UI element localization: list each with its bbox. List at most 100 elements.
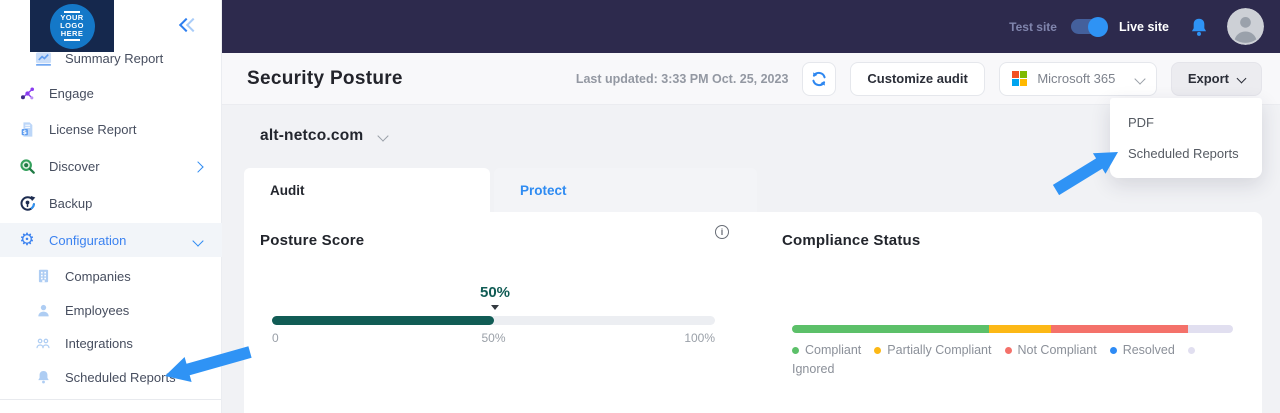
compliance-stacked-bar xyxy=(792,325,1233,333)
company-logo: YOUR LOGO HERE xyxy=(30,0,114,52)
restore-arrow-icon xyxy=(18,194,36,212)
microsoft-logo xyxy=(1011,70,1028,87)
compliance-legend: Compliant Partially Compliant Not Compli… xyxy=(792,343,1244,376)
legend-label: Partially Compliant xyxy=(887,343,992,357)
tick-100: 100% xyxy=(684,331,716,345)
sidebar-collapse-icon[interactable] xyxy=(178,17,201,35)
audit-content-card: Posture Score i 50% 0 50% 100% Complianc… xyxy=(244,212,1262,413)
top-bar: Test site Live site xyxy=(222,0,1280,53)
sidebar-item-integrations[interactable]: Integrations xyxy=(0,326,222,360)
legend-dot-not-compliant xyxy=(1004,346,1012,354)
sidebar-item-configuration[interactable]: ⚙ Configuration xyxy=(0,223,222,257)
info-icon[interactable]: i xyxy=(715,225,729,239)
chevron-down-icon xyxy=(377,130,390,142)
sidebar-item-label: Backup xyxy=(49,195,93,211)
posture-score-title: Posture Score xyxy=(260,232,365,249)
export-menu-item-scheduled-reports[interactable]: Scheduled Reports xyxy=(1128,146,1239,161)
export-dropdown-menu: PDF Scheduled Reports xyxy=(1110,98,1262,178)
export-button[interactable]: Export xyxy=(1170,61,1262,96)
header-actions: Last updated: 3:33 PM Oct. 25, 2023 Cust… xyxy=(575,61,1262,96)
test-site-label: Test site xyxy=(1009,19,1057,34)
refresh-button[interactable] xyxy=(802,61,837,96)
bell-icon xyxy=(34,368,52,386)
sidebar-item-label: Scheduled Reports xyxy=(65,369,176,385)
tick-50: 50% xyxy=(481,331,506,345)
legend-dot-partially-compliant xyxy=(874,346,882,354)
compliance-status-title: Compliance Status xyxy=(782,232,921,249)
sidebar-item-label: Integrations xyxy=(65,335,133,351)
sidebar-item-summary-report[interactable]: Summary Report xyxy=(0,41,222,75)
legend-label-ignored: Ignored xyxy=(792,362,835,376)
sidebar-item-label: Companies xyxy=(65,268,131,284)
posture-score-pointer xyxy=(491,305,499,310)
page-header: Security Posture Last updated: 3:33 PM O… xyxy=(222,53,1280,105)
gear-icon: ⚙ xyxy=(19,229,35,250)
chevron-down-icon xyxy=(1236,73,1247,84)
sidebar-item-discover[interactable]: Discover xyxy=(0,149,222,183)
logo-line3: HERE xyxy=(60,29,84,38)
sidebar-item-backup[interactable]: Backup xyxy=(0,186,222,220)
legend-item-partially-compliant: Partially Compliant xyxy=(874,343,992,357)
user-avatar[interactable] xyxy=(1227,8,1264,45)
sidebar-item-label: License Report xyxy=(49,121,137,137)
tab-protect[interactable]: Protect xyxy=(494,168,757,212)
logo-circle: YOUR LOGO HERE xyxy=(49,3,95,49)
segment-compliant xyxy=(792,325,990,333)
sidebar-item-engage[interactable]: Engage xyxy=(0,76,222,110)
legend-dot-compliant xyxy=(792,346,799,354)
platform-select[interactable]: Microsoft 365 xyxy=(998,61,1157,96)
posture-score-bar xyxy=(272,316,715,325)
sidebar-item-scheduled-reports[interactable]: Scheduled Reports xyxy=(0,360,222,394)
legend-item-resolved: Resolved xyxy=(1109,343,1175,357)
sidebar-divider xyxy=(0,399,221,400)
platform-select-value: Microsoft 365 xyxy=(1037,71,1116,86)
tab-audit[interactable]: Audit xyxy=(244,168,490,212)
chevron-down-icon xyxy=(192,233,204,248)
segment-ignored xyxy=(1188,325,1233,333)
site-toggle[interactable] xyxy=(1070,16,1108,37)
legend-label: Resolved xyxy=(1122,343,1175,357)
tick-0: 0 xyxy=(272,331,279,345)
notifications-bell-icon[interactable] xyxy=(1189,17,1209,37)
magnifier-icon xyxy=(18,157,36,175)
sidebar-item-companies[interactable]: Companies xyxy=(0,259,222,293)
company-selector[interactable]: alt-netco.com xyxy=(260,127,390,145)
person-icon xyxy=(34,301,52,319)
live-site-label: Live site xyxy=(1118,19,1169,34)
page-title: Security Posture xyxy=(247,67,403,89)
posture-score-bar-fill xyxy=(272,316,494,325)
company-domain: alt-netco.com xyxy=(260,127,364,144)
posture-score-axis: 0 50% 100% xyxy=(272,331,715,345)
building-icon xyxy=(34,267,52,285)
sidebar-item-employees[interactable]: Employees xyxy=(0,293,222,327)
customize-audit-button[interactable]: Customize audit xyxy=(850,61,985,96)
people-icon xyxy=(34,334,52,352)
export-label: Export xyxy=(1187,71,1229,86)
export-menu-item-pdf[interactable]: PDF xyxy=(1128,115,1154,130)
sidebar-item-label: Employees xyxy=(65,302,130,318)
legend-item-not-compliant: Not Compliant xyxy=(1004,343,1097,357)
sidebar-item-label: Summary Report xyxy=(65,50,164,66)
chevron-down-icon xyxy=(1134,72,1146,85)
legend-item-compliant: Compliant xyxy=(792,343,861,357)
legend-dot-resolved xyxy=(1109,346,1117,354)
logo-line1: YOUR xyxy=(60,13,84,22)
toggle-knob[interactable] xyxy=(1087,16,1108,37)
logo-line2: LOGO xyxy=(60,21,84,30)
svg-text:$: $ xyxy=(23,129,27,136)
sidebar-item-license-report[interactable]: $ License Report xyxy=(0,112,222,146)
sidebar-item-label: Configuration xyxy=(49,232,127,248)
segment-not-compliant xyxy=(1051,325,1189,333)
legend-label: Not Compliant xyxy=(1017,343,1097,357)
dollar-document-icon: $ xyxy=(18,120,36,138)
sidebar: YOUR LOGO HERE Summary Report Engage $ xyxy=(0,0,222,413)
posture-score-value: 50% xyxy=(479,284,511,301)
legend-label: Compliant xyxy=(805,343,862,357)
sidebar-item-label: Discover xyxy=(49,158,100,174)
last-updated-text: Last updated: 3:33 PM Oct. 25, 2023 xyxy=(575,71,789,86)
legend-dot-ignored xyxy=(1187,346,1195,354)
chevron-right-icon xyxy=(192,159,204,174)
line-chart-icon xyxy=(34,49,52,67)
customize-audit-label: Customize audit xyxy=(867,71,968,86)
